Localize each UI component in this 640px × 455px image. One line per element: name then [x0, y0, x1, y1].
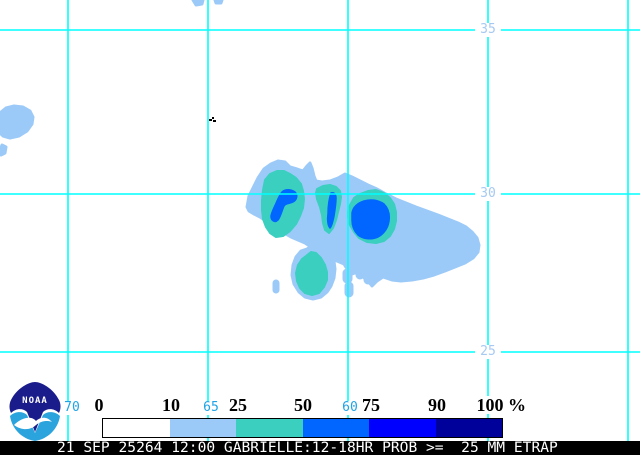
- noaa-logo-icon: NOAA: [4, 381, 66, 443]
- scale-swatch-10-25: [169, 419, 236, 437]
- scale-tick-25: 25: [228, 395, 248, 415]
- graticule: [0, 0, 640, 441]
- scale-unit-percent: %: [507, 395, 527, 415]
- lon-label-65: 65: [200, 401, 222, 415]
- prob-area-50-75: [270, 189, 390, 240]
- scale-tick-100: 100: [475, 395, 505, 415]
- probability-color-scale: [102, 418, 503, 438]
- precip-probability-map: [0, 0, 640, 441]
- scale-swatch-90-100: [435, 419, 502, 437]
- noaa-logo-text: NOAA: [22, 396, 48, 406]
- scale-tick-90: 90: [427, 395, 447, 415]
- scale-swatch-50-75: [302, 419, 369, 437]
- lat-label-30: 30: [475, 187, 501, 201]
- scale-tick-10: 10: [161, 395, 181, 415]
- lon-label-60: 60: [339, 401, 361, 415]
- lat-label-35: 35: [475, 23, 501, 37]
- scale-tick-75: 75: [361, 395, 381, 415]
- scale-swatch-25-50: [236, 419, 303, 437]
- scale-swatch-75-90: [369, 419, 436, 437]
- product-title-text: 21 SEP 25264 12:00 GABRIELLE:12-18HR PRO…: [57, 439, 558, 455]
- prob-area-10-25: [0, 0, 481, 301]
- product-title-bar: 21 SEP 25264 12:00 GABRIELLE:12-18HR PRO…: [0, 439, 640, 455]
- scale-tick-0: 0: [93, 395, 105, 415]
- bermuda-islet: [209, 117, 216, 122]
- noaa-logo-gull: [14, 417, 52, 430]
- noaa-logo-kite: [9, 382, 61, 432]
- lon-label-70: 70: [61, 401, 83, 415]
- scale-swatch-0-10: [103, 419, 170, 437]
- scale-tick-50: 50: [293, 395, 313, 415]
- lat-label-25: 25: [475, 345, 501, 359]
